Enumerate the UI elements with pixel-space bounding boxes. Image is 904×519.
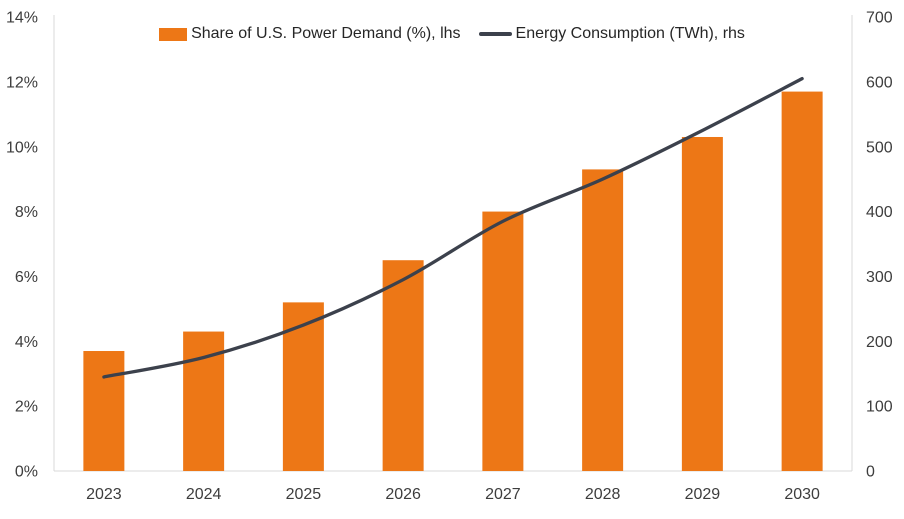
x-axis-label: 2023 (86, 486, 122, 503)
x-axis-label: 2025 (286, 486, 322, 503)
left-axis-tick: 10% (6, 139, 38, 156)
x-axis-label: 2030 (784, 486, 820, 503)
bar (582, 169, 624, 471)
left-axis-tick: 4% (15, 334, 38, 351)
bar (681, 136, 723, 471)
x-axis-label: 2029 (685, 486, 721, 503)
line-series (102, 76, 804, 379)
right-axis-tick: 700 (866, 10, 893, 27)
x-axis-label: 2026 (385, 486, 421, 503)
right-axis-tick: 400 (866, 204, 893, 221)
right-axis-tick: 0 (866, 464, 875, 481)
bar (83, 351, 125, 471)
x-axis-label: 2028 (585, 486, 621, 503)
right-axis-tick: 100 (866, 399, 893, 416)
left-axis-tick: 14% (6, 10, 38, 27)
right-axis-tick: 200 (866, 334, 893, 351)
bar (282, 302, 324, 471)
right-axis-tick: 300 (866, 269, 893, 286)
left-axis-tick: 0% (15, 464, 38, 481)
left-axis-tick: 8% (15, 204, 38, 221)
right-axis-tick: 500 (866, 139, 893, 156)
x-axis-label: 2024 (186, 486, 222, 503)
bar (382, 260, 424, 471)
bar (781, 91, 823, 471)
left-axis-tick: 6% (15, 269, 38, 286)
left-axis-tick: 12% (6, 74, 38, 91)
x-axis-label: 2027 (485, 486, 521, 503)
left-axis-tick: 2% (15, 399, 38, 416)
right-axis-tick: 600 (866, 74, 893, 91)
bar (482, 211, 524, 472)
